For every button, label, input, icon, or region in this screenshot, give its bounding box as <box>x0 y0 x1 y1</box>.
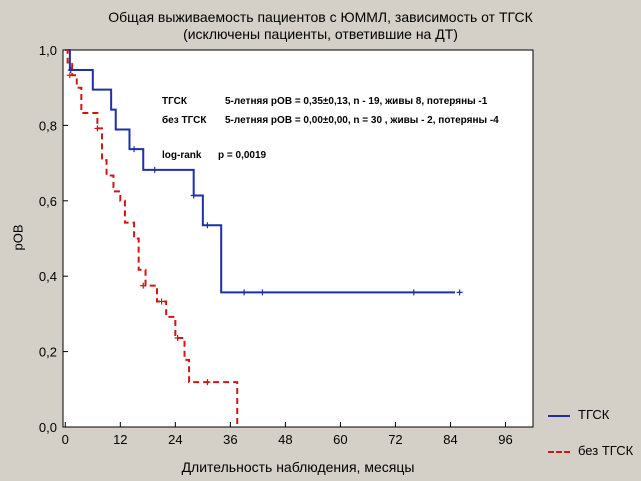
legend-label-tgsk: ТГСК <box>578 407 610 422</box>
x-tick-label-6: 72 <box>388 432 402 447</box>
censor-mark-0-7 <box>410 289 417 296</box>
x-tick-label-1: 12 <box>113 432 127 447</box>
censor-mark-0-1 <box>131 146 138 153</box>
x-tick-label-5: 60 <box>333 432 347 447</box>
x-axis-label: Длительность наблюдения, месяцы <box>181 459 415 475</box>
legend-label-bez-tgsk: без ТГСК <box>578 443 634 458</box>
annotation-label-1: без ТГСК <box>162 114 207 126</box>
censor-mark-0-2 <box>151 166 158 173</box>
legend-swatch-tgsk <box>548 414 570 417</box>
legend-item-bez-tgsk: без ТГСК <box>548 443 633 458</box>
censor-mark-0-0 <box>67 66 74 73</box>
censor-mark-0-8 <box>456 289 463 296</box>
x-tick-label-7: 84 <box>443 432 457 447</box>
y-tick-label-3: 0,6 <box>39 194 57 209</box>
censor-mark-0-5 <box>241 289 248 296</box>
annotation-text-0: 5-летняя pOB = 0,35±0,13, n - 19, живы 8… <box>225 96 488 107</box>
censor-mark-1-3 <box>158 298 165 305</box>
censor-mark-0-6 <box>259 289 266 296</box>
y-axis-label: pOB <box>10 224 26 251</box>
censor-mark-1-5 <box>204 379 211 386</box>
x-tick-label-8: 96 <box>498 432 512 447</box>
y-tick-label-5: 1,0 <box>39 43 57 58</box>
y-tick-label-2: 0,4 <box>39 269 57 284</box>
x-tick-label-3: 36 <box>223 432 237 447</box>
y-tick-label-1: 0,2 <box>39 345 57 360</box>
x-tick-label-4: 48 <box>278 432 292 447</box>
annotation-layer: ТГСК 5-летняя pOB = 0,35±0,13, n - 19, жи… <box>162 96 499 161</box>
chart-title-line2: (исключены пациенты, ответившие на ДТ) <box>183 26 458 42</box>
censor-mark-1-4 <box>174 335 181 342</box>
legend-item-tgsk: ТГСК <box>548 407 609 422</box>
censor-mark-1-2 <box>140 282 147 289</box>
y-tick-label-0: 0,0 <box>39 420 57 435</box>
annotation-label-0: ТГСК <box>162 96 188 107</box>
annotation-text-1: 5-летняя pOB = 0,00±0,00, n = 30 , живы … <box>225 115 499 126</box>
censor-mark-1-1 <box>94 125 101 132</box>
annotation-label-2: log-rank <box>162 150 202 161</box>
y-tick-label-4: 0,8 <box>39 118 57 133</box>
censor-mark-1-0 <box>66 72 73 79</box>
x-axis: 0 12 24 36 48 60 72 84 96 <box>62 422 513 447</box>
censor-mark-0-4 <box>204 222 211 229</box>
x-tick-label-0: 0 <box>62 432 69 447</box>
annotation-text-2: p = 0,0019 <box>218 150 267 161</box>
legend-swatch-bez-tgsk <box>548 450 570 453</box>
x-tick-label-2: 24 <box>168 432 182 447</box>
series-layer <box>65 49 463 427</box>
series-line-0 <box>65 49 456 294</box>
y-axis: 0,0 0,2 0,4 0,6 0,8 1,0 <box>39 43 68 435</box>
chart-title-line1: Общая выживаемость пациентов с ЮММЛ, зав… <box>108 9 533 25</box>
censor-mark-0-3 <box>190 192 197 199</box>
plot-area <box>62 49 534 428</box>
